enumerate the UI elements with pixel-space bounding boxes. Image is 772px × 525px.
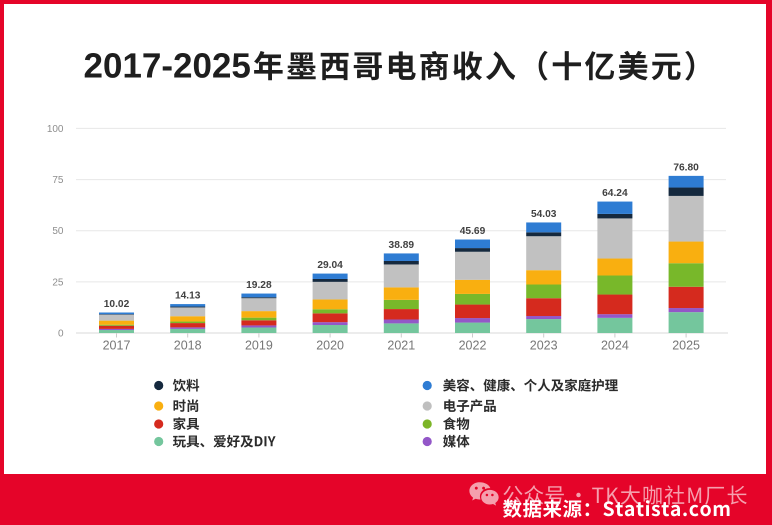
svg-text:75: 75 <box>52 175 64 186</box>
svg-text:25: 25 <box>52 277 64 288</box>
svg-text:2017: 2017 <box>103 339 131 353</box>
svg-text:2025: 2025 <box>672 339 700 353</box>
svg-text:0: 0 <box>58 329 64 340</box>
svg-text:2019: 2019 <box>245 339 273 353</box>
svg-text:2024: 2024 <box>601 339 629 353</box>
svg-text:14.13: 14.13 <box>175 291 201 302</box>
svg-text:54.03: 54.03 <box>531 209 557 220</box>
svg-text:76.80: 76.80 <box>673 162 699 173</box>
svg-text:2018: 2018 <box>174 339 202 353</box>
svg-text:10.02: 10.02 <box>104 299 130 310</box>
svg-text:50: 50 <box>52 226 64 237</box>
svg-text:38.89: 38.89 <box>389 240 415 251</box>
svg-text:29.04: 29.04 <box>317 260 343 271</box>
svg-text:100: 100 <box>47 124 64 135</box>
svg-text:2020: 2020 <box>316 339 344 353</box>
svg-text:45.69: 45.69 <box>460 226 486 237</box>
svg-text:2021: 2021 <box>387 339 415 353</box>
svg-text:64.24: 64.24 <box>602 188 628 199</box>
svg-text:19.28: 19.28 <box>246 280 272 291</box>
svg-text:2022: 2022 <box>459 339 487 353</box>
svg-text:2023: 2023 <box>530 339 558 353</box>
